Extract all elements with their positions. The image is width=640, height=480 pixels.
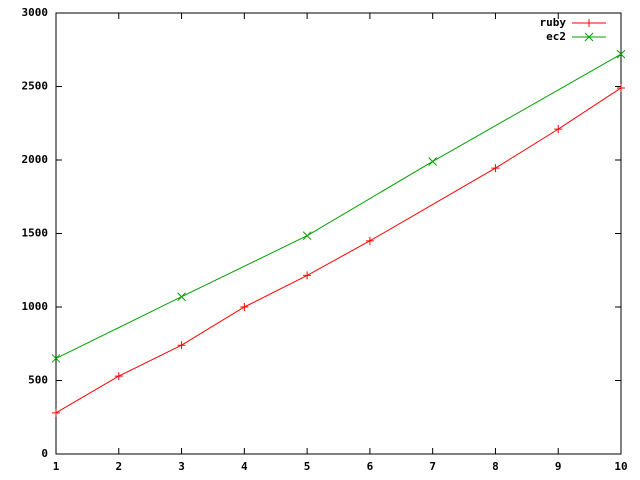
y-tick-label: 2500: [22, 80, 49, 93]
x-tick-label: 4: [241, 460, 248, 473]
series-line: [55, 53, 622, 359]
y-tick-label: 500: [28, 374, 48, 387]
x-tick-label: 1: [53, 460, 60, 473]
y-tick-label: 0: [41, 447, 48, 460]
point-marker: [617, 83, 625, 92]
point-marker: [365, 236, 374, 245]
x-tick-label: 9: [555, 460, 562, 473]
point-marker: [240, 303, 249, 311]
point-marker: [554, 125, 563, 134]
x-tick-label: 5: [304, 460, 311, 473]
point-marker: [428, 157, 438, 166]
y-tick-label: 2000: [22, 153, 49, 166]
series-line: [55, 87, 622, 414]
y-tick-label: 1500: [22, 227, 49, 240]
y-tick-label: 3000: [22, 6, 49, 19]
legend-label: ruby: [540, 16, 567, 29]
point-marker: [177, 292, 186, 302]
y-tick-label: 1000: [22, 300, 49, 313]
x-tick-label: 3: [178, 460, 185, 473]
point-marker: [177, 341, 186, 350]
point-marker: [302, 231, 312, 241]
legend-label: ec2: [546, 30, 566, 43]
point-marker: [616, 49, 626, 59]
x-tick-label: 6: [367, 460, 374, 473]
legend-marker: [584, 32, 594, 42]
point-marker: [114, 372, 123, 381]
x-tick-label: 7: [429, 460, 436, 473]
x-tick-label: 2: [115, 460, 122, 473]
point-marker: [52, 408, 60, 417]
point-marker: [51, 354, 61, 363]
point-marker: [303, 271, 312, 280]
legend-marker: [585, 19, 593, 27]
x-tick-label: 8: [492, 460, 499, 473]
point-marker: [491, 164, 500, 173]
plot-frame: [55, 12, 622, 455]
x-tick-label: 10: [614, 460, 627, 473]
